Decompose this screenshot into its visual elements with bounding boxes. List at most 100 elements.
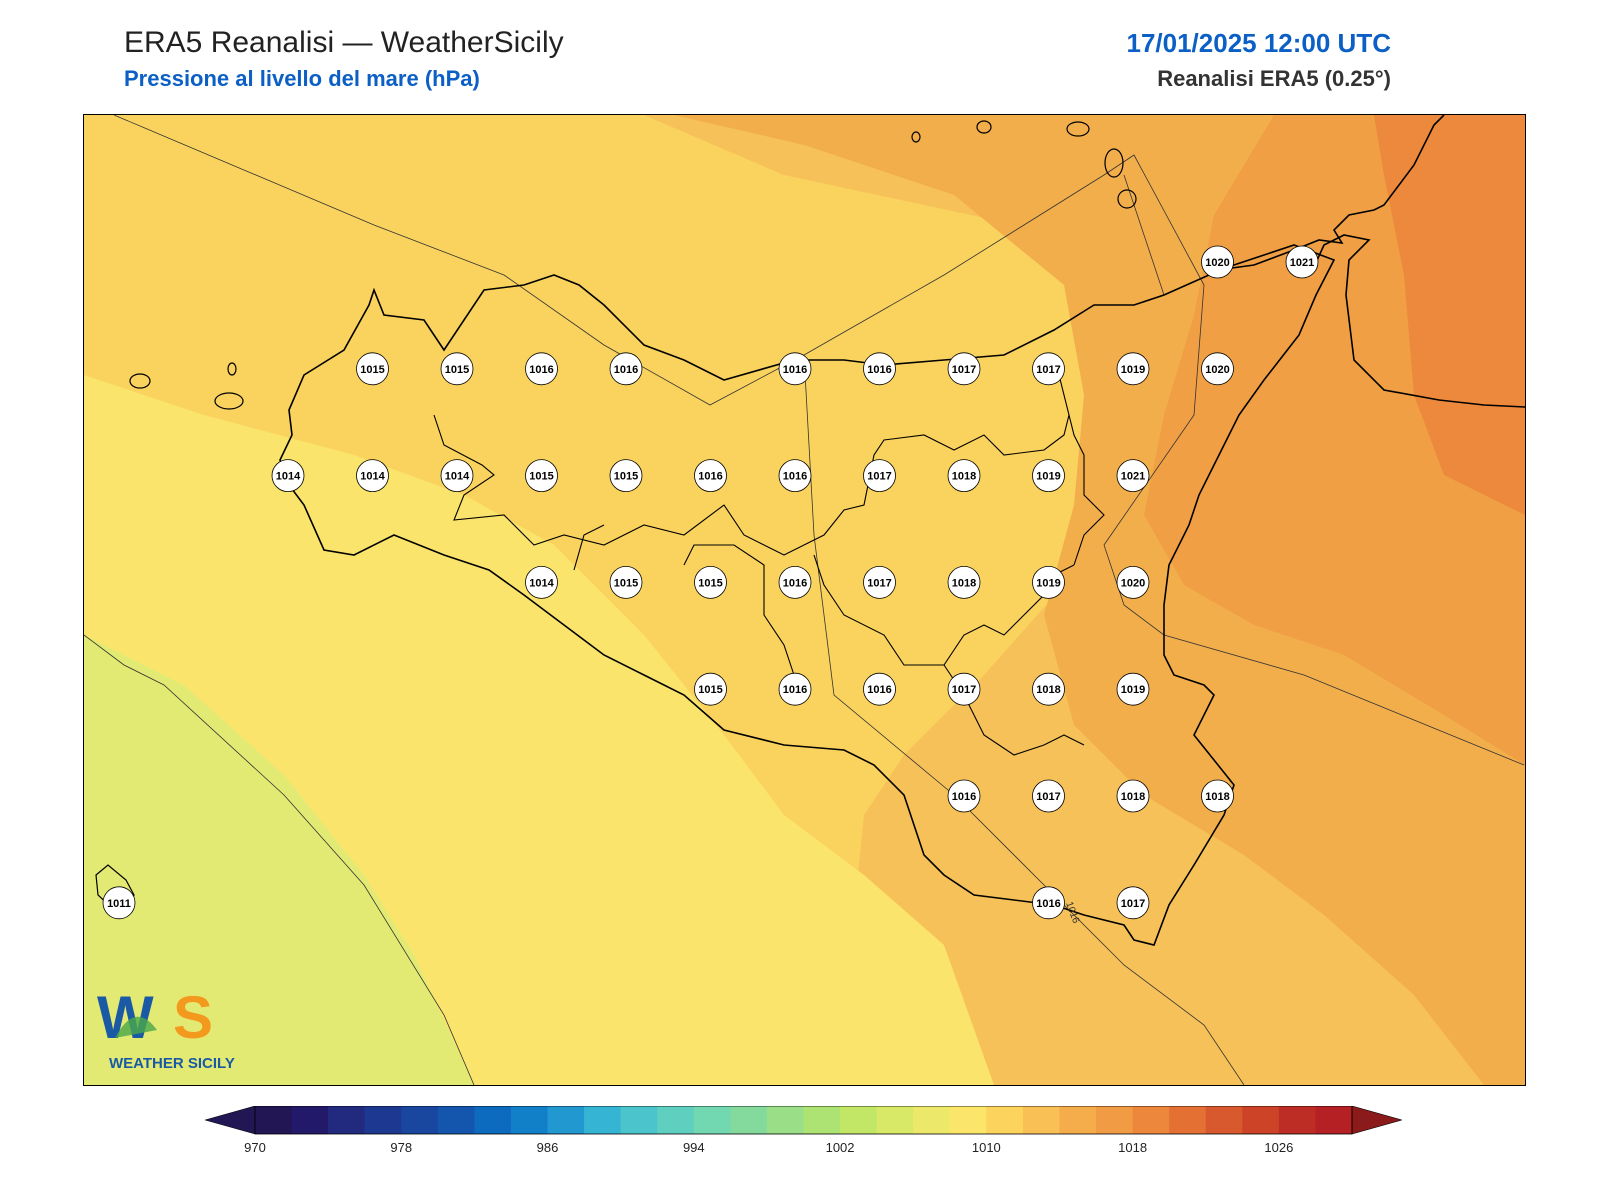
station-marker-circle (947, 672, 981, 706)
station-marker-circle (863, 672, 896, 706)
colorbar-bin (949, 1106, 987, 1134)
station-value-marker[interactable]: 1016 (863, 352, 896, 386)
station-value-marker[interactable]: 1018 (1032, 672, 1065, 706)
station-marker-circle (778, 565, 812, 599)
station-value-label: 1015 (614, 577, 638, 589)
station-value-marker[interactable]: 1015 (356, 352, 389, 386)
logo-leaf (115, 1016, 157, 1038)
station-value-marker[interactable]: 1017 (863, 565, 896, 599)
colorbar-tick-label: 1002 (826, 1140, 855, 1155)
station-value-marker[interactable]: 1021 (1285, 245, 1319, 279)
pressure-map[interactable]: 1016 1020 1021 1015 1015 1016 1016 1016 1016 101… (83, 114, 1526, 1086)
colorbar-tick-label: 986 (537, 1140, 559, 1155)
station-value-marker[interactable]: 1017 (947, 672, 981, 706)
colorbar-bin (1242, 1106, 1280, 1134)
logo-graphic: W S WEATHER SICILY (97, 984, 235, 1072)
station-marker-circle (1116, 672, 1150, 706)
station-value-marker[interactable]: 1016 (694, 459, 727, 493)
station-marker-circle (947, 565, 981, 599)
station-marker-circle (1032, 779, 1065, 813)
band-1022 (1374, 115, 1525, 515)
station-value-marker[interactable]: 1016 (778, 352, 812, 386)
station-value-marker[interactable]: 1016 (947, 779, 981, 813)
station-value-marker[interactable]: 1016 (863, 672, 896, 706)
station-value-marker[interactable]: 1017 (947, 352, 981, 386)
station-value-marker[interactable]: 1017 (1032, 352, 1065, 386)
calabria-west-coast (1209, 115, 1445, 272)
colorbar-tick-label: 1026 (1264, 1140, 1293, 1155)
colorbar-bin (437, 1106, 475, 1134)
colorbar-tick-label: 978 (390, 1140, 412, 1155)
station-value-marker[interactable]: 1011 (102, 886, 136, 920)
station-value-marker[interactable]: 1014 (356, 459, 389, 493)
station-value-label: 1020 (1205, 364, 1229, 376)
colorbar-bin (803, 1106, 841, 1134)
colorbar-bin (1059, 1106, 1097, 1134)
colorbar-bin (1169, 1106, 1207, 1134)
station-marker-circle (609, 459, 643, 493)
colorbar-bin (474, 1106, 512, 1134)
station-marker-circle (1201, 779, 1234, 813)
island-marettimo (129, 373, 151, 389)
contour-lines (84, 115, 1525, 1085)
station-value-label: 1019 (1121, 364, 1145, 376)
station-value-marker[interactable]: 1021 (1116, 459, 1150, 493)
station-value-marker[interactable]: 1018 (947, 459, 981, 493)
station-value-marker[interactable]: 1015 (609, 459, 643, 493)
island-vulcano (1117, 189, 1137, 209)
station-value-label: 1016 (1036, 898, 1060, 910)
station-value-label: 1016 (783, 364, 807, 376)
station-value-marker[interactable]: 1014 (440, 459, 474, 493)
logo-mark-s: S (173, 984, 213, 1051)
island-favignana (214, 392, 244, 410)
band-1010 (84, 635, 474, 1085)
station-value-marker[interactable]: 1019 (1116, 352, 1150, 386)
station-value-marker[interactable]: 1020 (1201, 245, 1234, 279)
station-marker-circle (863, 459, 896, 493)
station-value-marker[interactable]: 1016 (778, 459, 812, 493)
station-marker-circle (947, 459, 981, 493)
island-filicudi (976, 120, 992, 134)
station-marker-circle (1285, 245, 1319, 279)
station-value-marker[interactable]: 1014 (271, 459, 305, 493)
station-value-marker[interactable]: 1017 (1116, 886, 1150, 920)
station-value-marker[interactable]: 1016 (778, 565, 812, 599)
station-markers: 1020 1021 1015 1015 1016 1016 1016 1016 1017 1017… (102, 245, 1319, 920)
station-marker-circle (525, 352, 558, 386)
station-marker-circle (609, 352, 643, 386)
map-title: ERA5 Reanalisi — WeatherSicily (124, 26, 564, 59)
station-value-label: 1014 (529, 577, 554, 589)
station-value-marker[interactable]: 1018 (947, 565, 981, 599)
station-value-marker[interactable]: 1017 (1032, 779, 1065, 813)
station-marker-circle (271, 459, 305, 493)
station-value-marker[interactable]: 1014 (525, 565, 558, 599)
station-value-label: 1020 (1205, 257, 1229, 269)
station-value-label: 1017 (1121, 898, 1145, 910)
station-value-marker[interactable]: 1020 (1201, 352, 1234, 386)
station-value-marker[interactable]: 1018 (1201, 779, 1234, 813)
station-value-marker[interactable]: 1016 (525, 352, 558, 386)
station-value-marker[interactable]: 1015 (609, 565, 643, 599)
colorbar-bin (584, 1106, 622, 1134)
island-alicudi (911, 131, 921, 143)
station-value-marker[interactable]: 1018 (1116, 779, 1150, 813)
station-value-marker[interactable]: 1020 (1116, 565, 1150, 599)
station-value-marker[interactable]: 1016 (1032, 886, 1065, 920)
station-value-marker[interactable]: 1017 (863, 459, 896, 493)
station-value-marker[interactable]: 1015 (694, 565, 727, 599)
station-value-marker[interactable]: 1016 (778, 672, 812, 706)
station-value-marker[interactable]: 1015 (525, 459, 558, 493)
colorbar-bin (620, 1106, 658, 1134)
station-marker-circle (1032, 886, 1065, 920)
station-value-marker[interactable]: 1019 (1032, 565, 1065, 599)
station-value-marker[interactable]: 1015 (440, 352, 474, 386)
station-marker-circle (1116, 459, 1150, 493)
station-value-label: 1017 (867, 577, 891, 589)
station-value-marker[interactable]: 1019 (1032, 459, 1065, 493)
station-marker-circle (1201, 245, 1234, 279)
station-value-marker[interactable]: 1019 (1116, 672, 1150, 706)
station-marker-circle (1032, 459, 1065, 493)
station-value-marker[interactable]: 1015 (694, 672, 727, 706)
station-value-label: 1015 (614, 471, 638, 483)
station-value-marker[interactable]: 1016 (609, 352, 643, 386)
